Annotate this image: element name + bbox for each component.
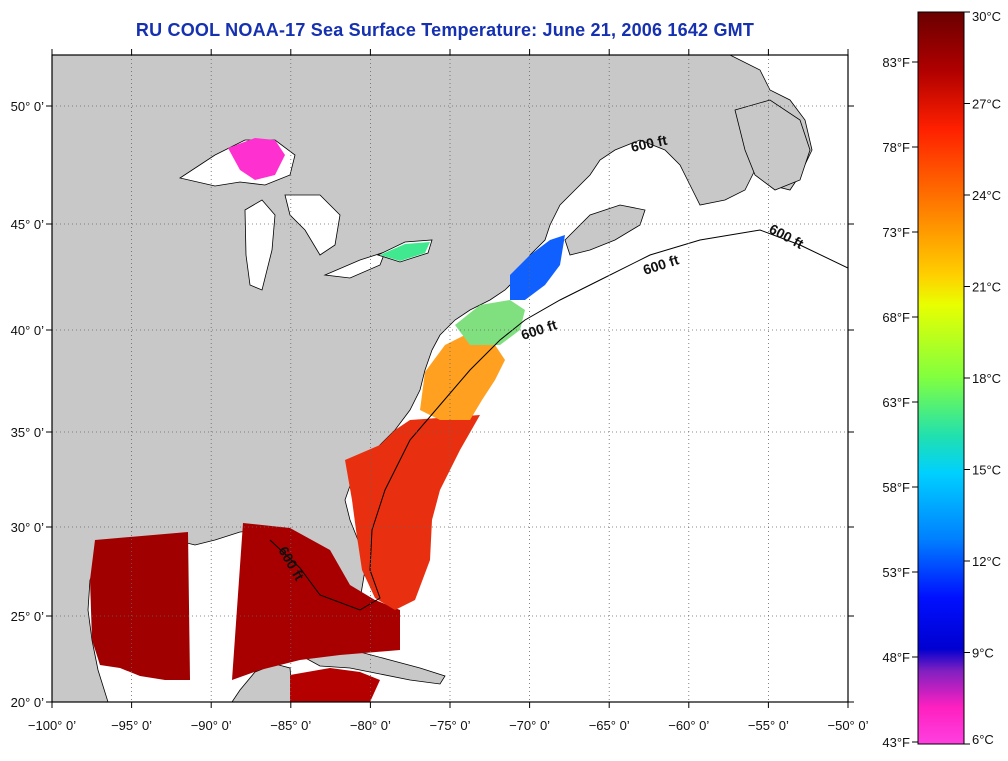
colorbar-celsius-label: 18°C: [972, 371, 1001, 386]
colorbar-fahrenheit-label: 68°F: [882, 310, 910, 325]
lake-huron: [284, 194, 341, 256]
land-north-america: [52, 55, 813, 702]
colorbar-fahrenheit-label: 48°F: [882, 650, 910, 665]
sst-swath-gulf-of-maine: [510, 235, 565, 300]
land-nova-scotia: [564, 204, 646, 256]
map-title: RU COOL NOAA-17 Sea Surface Temperature:…: [135, 20, 755, 40]
longitude-label: −85° 0’: [270, 718, 311, 733]
longitude-label: −80° 0’: [350, 718, 391, 733]
colorbar-celsius-label: 15°C: [972, 463, 1001, 478]
latitude-label: 45° 0’: [11, 217, 45, 232]
colorbar-celsius-label: 12°C: [972, 554, 1001, 569]
sst-swath-atlantic-south: [345, 415, 480, 610]
colorbar-fahrenheit-label: 53°F: [882, 565, 910, 580]
latitude-label: 50° 0’: [11, 99, 45, 114]
latitude-label: 30° 0’: [11, 520, 45, 535]
sst-swath-caribbean: [290, 668, 380, 702]
colorbar-celsius-label: 21°C: [972, 280, 1001, 295]
colorbar-fahrenheit-label: 73°F: [882, 225, 910, 240]
contour-600ft: [269, 229, 848, 611]
latitude-label: 20° 0’: [11, 695, 45, 710]
colorbar-fahrenheit-label: 83°F: [882, 55, 910, 70]
colorbar: [917, 11, 965, 745]
contour-label: 600 ft: [629, 132, 668, 155]
sst-lake-superior: [228, 138, 285, 180]
lake-michigan: [244, 199, 276, 291]
latitude-label: 25° 0’: [11, 609, 45, 624]
longitude-label: −95° 0’: [111, 718, 152, 733]
sst-lake-ontario: [380, 242, 430, 261]
colorbar-ticks: 30°C 27°C 24°C 21°C 18°C 15°C 12°C 9°C 6°C 83°F 78…: [882, 9, 1001, 750]
colorbar-celsius-label: 24°C: [972, 188, 1001, 203]
longitude-axis: −100° 0’ −95° 0’ −90° 0’ −85° 0’ −80° 0’ −75°…: [28, 49, 869, 733]
colorbar-fahrenheit-label: 43°F: [882, 735, 910, 750]
longitude-label: −55° 0’: [748, 718, 789, 733]
colorbar-fahrenheit-label: 58°F: [882, 480, 910, 495]
longitude-label: −60° 0’: [668, 718, 709, 733]
colorbar-celsius-label: 27°C: [972, 97, 1001, 112]
latitude-label: 40° 0’: [11, 323, 45, 338]
latitude-axis: 50° 0’ 45° 0’ 40° 0’ 35° 0’ 30° 0’ 25° 0’ 20° …: [11, 99, 854, 710]
land-newfoundland: [734, 99, 811, 191]
colorbar-fahrenheit-label: 78°F: [882, 140, 910, 155]
latitude-label: 35° 0’: [11, 425, 45, 440]
lake-erie: [323, 251, 386, 279]
longitude-label: −65° 0’: [589, 718, 630, 733]
longitude-label: −75° 0’: [430, 718, 471, 733]
sst-swath-gulf-central: [232, 523, 400, 680]
longitude-label: −70° 0’: [509, 718, 550, 733]
graticule: [52, 55, 848, 702]
longitude-label: −100° 0’: [28, 718, 76, 733]
longitude-label: −50° 0’: [828, 718, 869, 733]
colorbar-celsius-label: 6°C: [972, 732, 994, 747]
colorbar-celsius-label: 30°C: [972, 9, 1001, 24]
longitude-label: −90° 0’: [191, 718, 232, 733]
sst-swath-gulf-west: [90, 532, 190, 680]
colorbar-fahrenheit-label: 63°F: [882, 395, 910, 410]
colorbar-celsius-label: 9°C: [972, 646, 994, 661]
